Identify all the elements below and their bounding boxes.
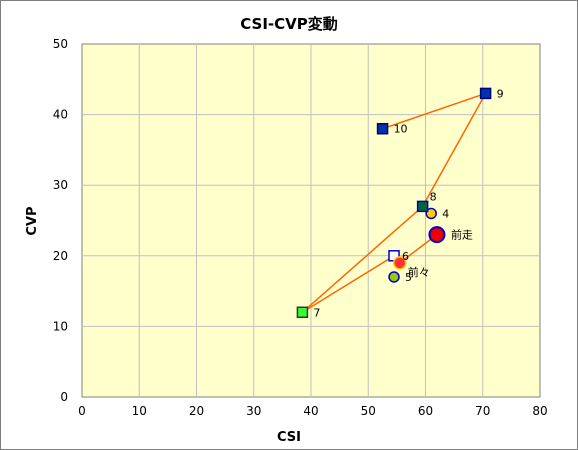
- y-tick-label: 10: [53, 319, 68, 333]
- point-labels: 4 5 6 7 8 9 10 前々 前走: [313, 87, 503, 319]
- x-tick-label: 60: [418, 404, 433, 418]
- gridlines: [82, 44, 540, 397]
- trajectory-segment: [301, 205, 424, 313]
- x-tick-label: 80: [532, 404, 547, 418]
- point-label: 8: [430, 190, 437, 203]
- point-label: 4: [442, 207, 449, 220]
- x-tick-label: 40: [303, 404, 318, 418]
- point-marker: [388, 271, 400, 283]
- chart-title: CSI-CVP変動: [240, 15, 338, 33]
- point-label: 5: [405, 271, 412, 284]
- y-tick-label: 50: [53, 37, 68, 51]
- x-tick-label: 30: [246, 404, 261, 418]
- point-label: 6: [402, 250, 409, 263]
- x-tick-label: 0: [78, 404, 86, 418]
- point-marker: [392, 256, 407, 270]
- point-marker: [416, 200, 429, 213]
- x-tick-label: 50: [361, 404, 376, 418]
- x-axis-label: CSI: [277, 430, 301, 445]
- trajectory-lines: [301, 92, 487, 313]
- point-marker: [428, 226, 446, 244]
- x-tick-label: 70: [475, 404, 490, 418]
- y-axis-label: CVP: [25, 206, 40, 235]
- x-axis-ticks: 0 10 20 30 40 50 60 70 80: [78, 404, 547, 418]
- point-marker: [376, 122, 389, 135]
- point-label: 前走: [451, 228, 473, 242]
- x-tick-label: 20: [189, 404, 204, 418]
- point-label: 10: [394, 123, 408, 136]
- point-marker: [296, 306, 309, 319]
- y-tick-label: 20: [53, 249, 68, 263]
- point-label: 9: [497, 87, 504, 100]
- data-markers: [296, 87, 492, 319]
- y-axis-ticks: 0 10 20 30 40 50: [53, 37, 68, 404]
- trajectory-segment: [302, 255, 395, 313]
- point-marker: [479, 87, 492, 100]
- x-tick-label: 10: [132, 404, 147, 418]
- trajectory-segment: [421, 93, 487, 207]
- y-tick-label: 40: [53, 108, 68, 122]
- y-tick-label: 30: [53, 178, 68, 192]
- point-label: 前々: [408, 265, 430, 279]
- point-marker: [425, 207, 437, 220]
- point-label: 7: [313, 306, 320, 319]
- y-tick-label: 0: [60, 390, 68, 404]
- trajectory-segment: [382, 92, 486, 130]
